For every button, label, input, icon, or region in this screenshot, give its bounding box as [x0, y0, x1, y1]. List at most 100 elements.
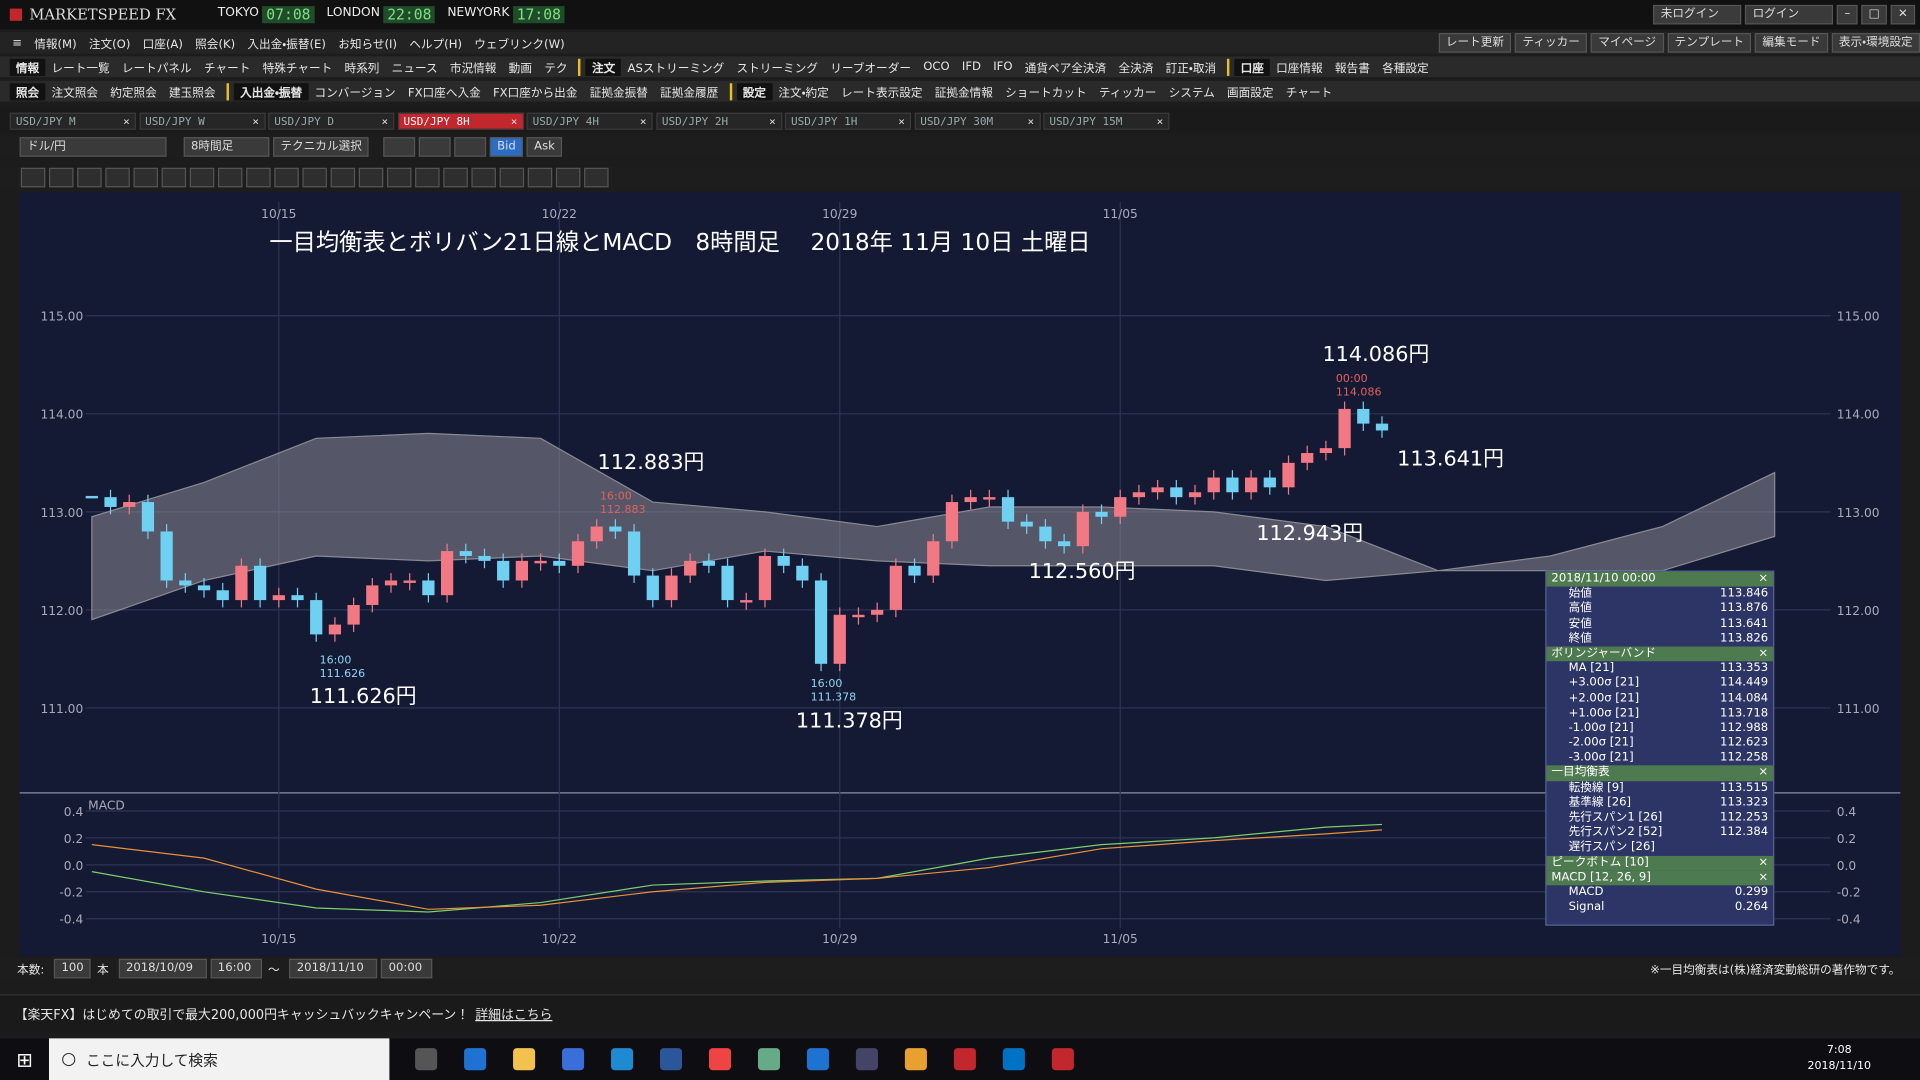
- tab-close[interactable]: ×: [510, 116, 518, 129]
- draw-tool[interactable]: [274, 167, 299, 188]
- toolbar-button[interactable]: 表示・環境設定: [1831, 33, 1920, 53]
- close[interactable]: ✕: [1890, 4, 1916, 25]
- toolbar-item[interactable]: チャート: [203, 61, 251, 76]
- toolbar-item[interactable]: 情報: [9, 58, 46, 76]
- tab-close[interactable]: ×: [1027, 116, 1035, 129]
- menu-item[interactable]: 照会(K): [195, 37, 236, 52]
- toolbar-item[interactable]: FX口座へ入金: [407, 86, 481, 100]
- toolbar-item[interactable]: ストリーミング: [736, 61, 818, 76]
- toolbar-item[interactable]: FX口座から出金: [492, 86, 578, 100]
- toolbar-item[interactable]: 口座: [1234, 58, 1271, 76]
- tool-button[interactable]: [383, 137, 416, 157]
- toolbar-item[interactable]: 通貨ペア全決済: [1024, 61, 1107, 76]
- draw-tool[interactable]: [330, 167, 356, 188]
- toolbar-button[interactable]: ティッカー: [1515, 33, 1588, 53]
- menu-item[interactable]: 注文(O): [88, 37, 131, 52]
- taskbar-app[interactable]: [953, 1048, 976, 1071]
- chart-tab[interactable]: USD/JPY 2H ×: [655, 112, 782, 130]
- draw-tool[interactable]: [105, 167, 130, 188]
- tab-close[interactable]: ×: [123, 116, 130, 129]
- info-close[interactable]: ×: [1758, 646, 1769, 660]
- search-box[interactable]: ○ ここに入力して検索: [48, 1038, 390, 1080]
- tool-button[interactable]: [454, 137, 487, 157]
- tab-close[interactable]: ×: [769, 116, 776, 129]
- pair-select[interactable]: ドル/円: [19, 137, 167, 157]
- toolbar-item[interactable]: レート一覧: [51, 61, 110, 76]
- to-time[interactable]: 00:00: [381, 958, 433, 978]
- toolbar-item[interactable]: 設定: [736, 82, 773, 100]
- toolbar-item[interactable]: 時系列: [344, 61, 380, 76]
- toolbar-item[interactable]: IFD: [961, 60, 981, 74]
- tool-button[interactable]: [418, 137, 451, 157]
- taskbar-app[interactable]: [1002, 1048, 1025, 1071]
- draw-tool[interactable]: [358, 167, 384, 188]
- from-date[interactable]: 2018/10/09: [118, 958, 207, 978]
- tab-close[interactable]: ×: [1156, 116, 1164, 129]
- toolbar-button[interactable]: テンプレート: [1667, 33, 1752, 53]
- taskbar-app[interactable]: [806, 1048, 829, 1071]
- toolbar-item[interactable]: 照会: [9, 82, 46, 100]
- toolbar-item[interactable]: 証拠金情報: [934, 86, 993, 100]
- tab-close[interactable]: ×: [639, 116, 647, 129]
- chart-tab[interactable]: USD/JPY 30M ×: [914, 112, 1041, 130]
- toolbar-item[interactable]: レートパネル: [121, 61, 192, 76]
- taskbar-app[interactable]: [562, 1048, 585, 1071]
- menu-item[interactable]: お知らせ(I): [338, 37, 398, 52]
- draw-tool[interactable]: [217, 167, 243, 188]
- count-select[interactable]: 100: [54, 958, 92, 978]
- toolbar-item[interactable]: 全決済: [1118, 61, 1154, 76]
- toolbar-item[interactable]: 動画: [508, 61, 532, 76]
- chart-tab[interactable]: USD/JPY 8H ×: [397, 112, 524, 130]
- toolbar-item[interactable]: レート表示設定: [841, 86, 923, 100]
- draw-tool[interactable]: [48, 167, 74, 188]
- menu-item[interactable]: 入出金・振替(E): [247, 37, 326, 52]
- draw-tool[interactable]: [77, 167, 102, 188]
- toolbar-item[interactable]: 入出金・振替: [233, 82, 309, 100]
- draw-tool[interactable]: [471, 167, 496, 188]
- toolbar-item[interactable]: コンバージョン: [314, 86, 396, 100]
- chart-tab[interactable]: USD/JPY 15M ×: [1043, 112, 1170, 130]
- info-close[interactable]: ×: [1758, 571, 1769, 586]
- toolbar-item[interactable]: ニュース: [391, 61, 438, 76]
- taskbar-app[interactable]: [855, 1048, 878, 1071]
- tab-close[interactable]: ×: [381, 116, 389, 129]
- draw-tool[interactable]: [527, 167, 553, 188]
- technical-select[interactable]: テクニカル選択: [273, 137, 369, 157]
- tab-close[interactable]: ×: [898, 116, 905, 129]
- taskbar-app[interactable]: [1051, 1048, 1074, 1071]
- toolbar-item[interactable]: 建玉照会: [169, 86, 216, 100]
- toolbar-item[interactable]: 市況情報: [449, 61, 497, 76]
- toolbar-item[interactable]: 特殊チャート: [262, 61, 333, 76]
- info-close[interactable]: ×: [1758, 855, 1769, 869]
- draw-tool[interactable]: [161, 167, 187, 188]
- toolbar-item[interactable]: 注文: [585, 58, 622, 76]
- draw-tool[interactable]: [415, 167, 440, 188]
- tab-close[interactable]: ×: [252, 116, 259, 129]
- toolbar-item[interactable]: 注文・約定: [778, 86, 829, 100]
- taskbar-app[interactable]: [904, 1048, 927, 1071]
- draw-tool[interactable]: [133, 167, 158, 188]
- chart-tab[interactable]: USD/JPY W ×: [138, 112, 266, 130]
- info-close[interactable]: ×: [1758, 765, 1769, 780]
- taskbar-app[interactable]: [660, 1048, 683, 1071]
- toolbar-item[interactable]: ASストリーミング: [627, 61, 725, 76]
- toolbar-item[interactable]: 報告書: [1334, 61, 1370, 76]
- toolbar-button[interactable]: マイページ: [1590, 33, 1664, 53]
- toolbar-item[interactable]: 訂正・取消: [1165, 61, 1217, 76]
- ad-link[interactable]: 詳細はこちら: [475, 1007, 553, 1022]
- draw-tool[interactable]: [189, 167, 215, 188]
- toolbar-item[interactable]: 証拠金履歴: [660, 86, 719, 100]
- ask-button[interactable]: Ask: [526, 137, 563, 157]
- chart-tab[interactable]: USD/JPY D ×: [268, 112, 395, 130]
- taskbar-app[interactable]: [464, 1048, 487, 1071]
- toolbar-item[interactable]: チャート: [1285, 86, 1333, 100]
- toolbar-item[interactable]: システム: [1168, 86, 1215, 100]
- menu-item[interactable]: ヘルプ(H): [409, 37, 462, 52]
- toolbar-item[interactable]: 画面設定: [1227, 86, 1274, 100]
- menu-item[interactable]: ウェブリンク(W): [474, 37, 565, 52]
- toolbar-item[interactable]: リーブオーダー: [830, 61, 911, 76]
- taskbar-app[interactable]: [415, 1048, 438, 1071]
- menu-icon[interactable]: ≡: [12, 36, 23, 50]
- toolbar-item[interactable]: OCO: [923, 60, 950, 74]
- toolbar-item[interactable]: 約定照会: [110, 86, 157, 100]
